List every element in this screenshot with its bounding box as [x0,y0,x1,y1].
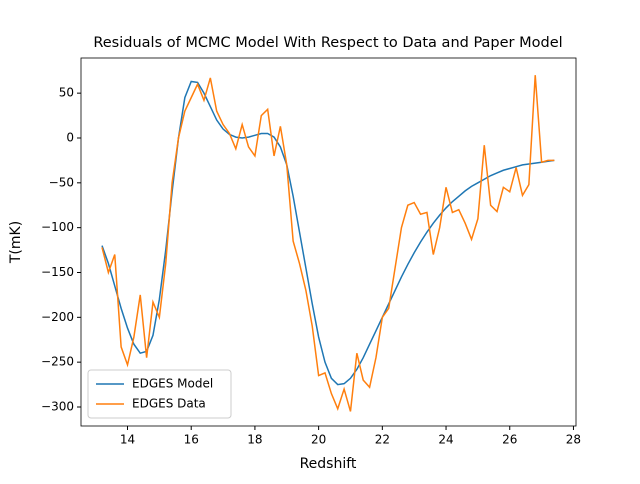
y-axis-label: T(mK) [8,221,24,264]
y-tick-label: −150 [41,265,74,279]
line-series [101,75,555,412]
x-tick-label: 18 [247,433,262,447]
y-tick-label: −50 [49,175,74,189]
x-tick-label: 14 [120,433,135,447]
x-tick-label: 26 [502,433,517,447]
y-tick-label: −250 [41,355,74,369]
x-tick-label: 28 [566,433,581,447]
y-tick-label: −200 [41,310,74,324]
legend-label: EDGES Model [132,377,213,391]
x-tick-label: 16 [184,433,199,447]
y-tick-label: −300 [41,399,74,413]
y-tick-label: 0 [66,130,74,144]
x-tick-label: 22 [375,433,390,447]
x-axis-label: Redshift [300,456,357,472]
legend-label: EDGES Data [132,397,206,411]
x-tick-label: 20 [311,433,326,447]
x-tick-label: 24 [438,433,453,447]
plot-frame [80,57,577,427]
y-tick-label: 50 [59,86,74,100]
chart-title: Residuals of MCMC Model With Respect to … [93,35,562,51]
legend-box [87,369,232,419]
line-series [101,80,555,386]
y-tick-label: −100 [41,220,74,234]
